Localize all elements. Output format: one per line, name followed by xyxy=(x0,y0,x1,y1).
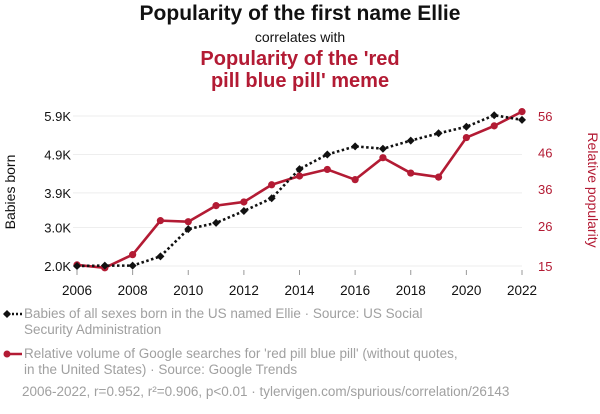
legend-label-series1: Babies of all sexes born in the US named… xyxy=(24,306,423,337)
data-point-red-pill xyxy=(156,217,165,225)
legend-label-series2: Relative volume of Google searches for '… xyxy=(24,346,458,377)
data-point-ellie xyxy=(378,144,387,153)
right-tick-label: 36 xyxy=(538,182,552,197)
data-point-red-pill xyxy=(212,202,220,210)
x-tick-label: 2006 xyxy=(62,283,92,298)
left-tick-label: 2.0K xyxy=(44,259,71,274)
data-point-ellie xyxy=(462,122,471,131)
footer-stats: 2006-2022, r=0.952, r²=0.906, p<0.01 · t… xyxy=(22,384,510,399)
right-axis-ticks: 15 26 36 46 56 xyxy=(538,109,552,274)
x-tick-label: 2012 xyxy=(229,283,259,298)
data-point-red-pill xyxy=(351,176,359,184)
data-point-ellie xyxy=(406,136,415,145)
data-point-ellie xyxy=(73,262,81,270)
left-tick-label: 3.0K xyxy=(44,221,71,236)
chart-second-title: Popularity of the 'red pill blue pill' m… xyxy=(0,48,600,92)
data-point-red-pill xyxy=(323,165,331,174)
data-point-ellie xyxy=(184,225,193,234)
x-tick-label: 2016 xyxy=(340,283,370,298)
left-tick-label: 5.9K xyxy=(44,109,71,124)
right-tick-label: 56 xyxy=(538,109,552,124)
data-point-ellie xyxy=(239,207,248,215)
data-point-ellie xyxy=(434,129,443,138)
gridlines xyxy=(73,115,522,267)
data-point-red-pill xyxy=(268,181,276,189)
data-point-red-pill xyxy=(129,251,137,259)
left-axis-label: Babies born xyxy=(2,155,18,230)
data-point-red-pill xyxy=(434,173,443,181)
series-line-ellie-births xyxy=(76,113,523,268)
legend-swatch-solid xyxy=(3,350,22,358)
data-point-ellie xyxy=(351,142,360,151)
data-point-ellie xyxy=(156,252,165,261)
right-axis-label: Relative popularity xyxy=(585,132,600,247)
data-point-ellie xyxy=(295,165,304,174)
legend-swatch-dotted xyxy=(3,310,22,318)
second-title-line-1: Popularity of the 'red xyxy=(200,48,400,70)
left-tick-label: 4.9K xyxy=(44,147,71,162)
data-point-ellie xyxy=(212,218,221,227)
x-tick-label: 2020 xyxy=(451,283,481,298)
data-point-ellie xyxy=(128,261,137,270)
data-point-red-pill xyxy=(295,172,304,180)
left-tick-label: 3.9K xyxy=(44,186,71,201)
data-point-red-pill xyxy=(518,108,526,116)
x-tick-label: 2008 xyxy=(118,283,148,298)
chart: 2.0K 3.0K 3.9K 4.9K 5.9K 15 26 36 46 56 2006 2008… xyxy=(2,108,600,298)
data-point-red-pill xyxy=(462,133,470,142)
left-axis-ticks: 2.0K 3.0K 3.9K 4.9K 5.9K xyxy=(44,109,71,274)
data-point-ellie xyxy=(490,111,499,120)
x-tick-label: 2018 xyxy=(396,283,426,298)
data-point-ellie xyxy=(518,115,526,124)
chart-connector-text: correlates with xyxy=(254,29,346,45)
x-tick-label: 2022 xyxy=(507,283,537,298)
data-point-ellie xyxy=(267,194,276,203)
data-point-red-pill xyxy=(490,122,498,130)
data-point-ellie xyxy=(323,150,332,159)
right-tick-label: 46 xyxy=(538,146,552,161)
series-line-red-pill-searches xyxy=(76,110,523,270)
chart-title: Popularity of the first name Ellie xyxy=(139,2,461,25)
second-title-line-2: pill blue pill' meme xyxy=(210,70,390,92)
data-point-red-pill xyxy=(240,198,248,206)
right-tick-label: 26 xyxy=(538,219,552,234)
data-point-red-pill xyxy=(379,154,387,162)
x-tick-label: 2010 xyxy=(173,283,203,298)
data-point-red-pill xyxy=(184,218,192,226)
data-point-red-pill xyxy=(407,169,415,177)
series-layer xyxy=(73,108,526,272)
x-axis-ticks: 2006 2008 2010 2012 2014 2016 2018 2020 2022 xyxy=(62,270,537,298)
right-tick-label: 15 xyxy=(538,259,552,274)
data-point-ellie xyxy=(100,261,109,270)
x-tick-label: 2014 xyxy=(284,283,315,298)
